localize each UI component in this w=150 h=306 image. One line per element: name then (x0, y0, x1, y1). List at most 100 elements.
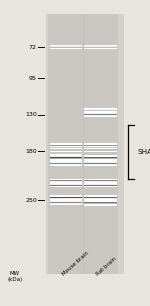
Bar (50, 47, 82, 48)
Bar (50, 156, 82, 157)
Bar (50, 159, 82, 160)
Text: 130: 130 (25, 112, 37, 117)
Bar (84, 150, 117, 151)
Text: 250: 250 (25, 198, 37, 203)
Bar (84, 163, 117, 164)
Bar (50, 150, 82, 151)
Bar (84, 201, 117, 202)
Bar (84, 48, 117, 49)
Bar (84, 183, 117, 184)
Bar (84, 181, 117, 182)
Bar (50, 160, 82, 161)
Bar (50, 144, 82, 145)
Bar (84, 109, 117, 110)
Bar (84, 205, 117, 206)
Bar (84, 179, 117, 180)
Bar (50, 198, 82, 199)
Bar (50, 165, 82, 166)
Bar (84, 162, 117, 163)
Bar (84, 148, 117, 149)
Text: Rat brain: Rat brain (96, 256, 118, 277)
Bar (50, 204, 82, 205)
Bar (84, 200, 117, 201)
Bar (50, 162, 82, 163)
Text: 180: 180 (25, 149, 37, 154)
Bar (84, 108, 117, 109)
Text: 95: 95 (29, 76, 37, 80)
Bar (84, 115, 117, 116)
Bar (84, 157, 117, 158)
Bar (50, 181, 82, 182)
Bar (50, 148, 82, 149)
Bar (84, 158, 117, 159)
Bar (84, 198, 117, 199)
Bar (50, 145, 82, 146)
Bar (50, 203, 82, 204)
Bar (84, 184, 117, 185)
Bar (84, 145, 117, 146)
Bar (50, 201, 82, 202)
Bar (84, 202, 117, 203)
Bar (46, 14, 124, 274)
Bar (84, 146, 117, 147)
Bar (50, 157, 82, 158)
Bar (84, 198, 117, 199)
Bar (84, 160, 117, 161)
Bar (84, 116, 117, 117)
Text: MW
(kDa): MW (kDa) (7, 271, 23, 282)
Bar (84, 182, 117, 183)
Bar (50, 146, 82, 147)
Bar (84, 204, 117, 205)
Bar (50, 146, 82, 147)
Bar (84, 185, 117, 186)
Bar (84, 199, 117, 200)
Bar (84, 116, 117, 117)
Bar (50, 202, 82, 203)
Bar (50, 185, 82, 186)
Bar (84, 144, 117, 145)
Bar (50, 150, 82, 151)
Bar (50, 48, 82, 49)
Text: SHANK3: SHANK3 (137, 149, 150, 155)
Bar (84, 158, 117, 159)
Bar (84, 156, 117, 157)
Bar (84, 165, 117, 166)
Bar (50, 151, 82, 152)
Bar (84, 145, 117, 146)
Bar (50, 184, 82, 185)
Text: 72: 72 (29, 45, 37, 50)
Bar (84, 185, 117, 186)
Bar (84, 113, 117, 114)
Bar (84, 159, 117, 160)
Bar (48, 14, 84, 274)
Bar (84, 45, 117, 46)
Bar (50, 149, 82, 150)
Bar (50, 182, 82, 183)
Bar (50, 196, 82, 197)
Bar (84, 111, 117, 112)
Bar (84, 151, 117, 152)
Bar (84, 151, 117, 152)
Bar (84, 155, 117, 156)
Bar (50, 198, 82, 199)
Bar (84, 149, 117, 150)
Bar (84, 114, 117, 115)
Bar (50, 143, 82, 144)
Bar (50, 186, 82, 187)
Bar (50, 155, 82, 156)
Bar (84, 161, 117, 162)
Bar (83, 14, 118, 274)
Bar (50, 158, 82, 159)
Bar (50, 186, 82, 187)
Bar (50, 164, 82, 165)
Bar (84, 156, 117, 157)
Bar (84, 186, 117, 187)
Bar (50, 165, 82, 166)
Bar (84, 110, 117, 111)
Bar (50, 151, 82, 152)
Bar (84, 197, 117, 198)
Bar (84, 203, 117, 204)
Bar (50, 46, 82, 47)
Bar (84, 165, 117, 166)
Bar (50, 197, 82, 198)
